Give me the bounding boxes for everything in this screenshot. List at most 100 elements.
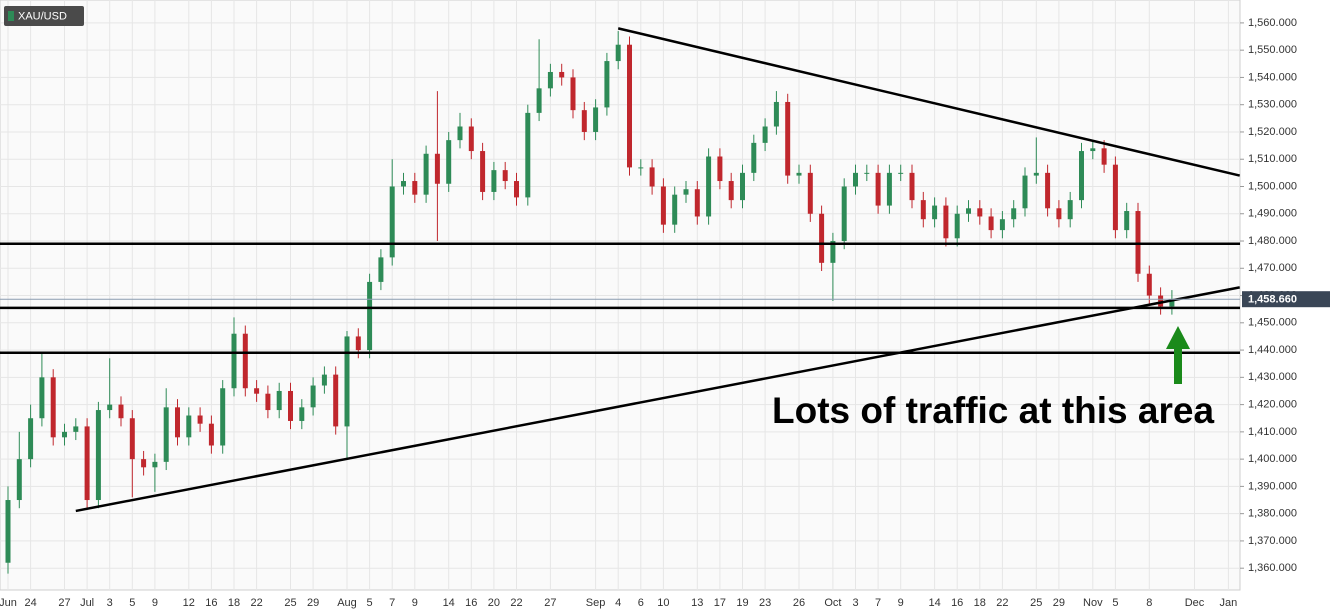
candle-body (288, 390, 293, 421)
x-tick-label: 25 (1030, 597, 1042, 609)
candle-body (1135, 211, 1141, 274)
candle-body (333, 374, 339, 427)
x-tick-label: 7 (875, 597, 881, 609)
x-tick-label: 8 (1146, 597, 1152, 609)
candle-body (796, 172, 802, 176)
x-tick-label: 18 (228, 597, 240, 609)
candle-body (943, 205, 949, 239)
candle-body (570, 77, 576, 111)
trendline (617, 27, 1240, 177)
candle-body (694, 189, 700, 217)
candle-body (740, 172, 745, 201)
candle-body (457, 126, 463, 141)
candle-body (1124, 211, 1130, 231)
annotation: Lots of traffic at this area (772, 390, 1214, 431)
candle-body (254, 388, 260, 394)
y-tick-label: 1,500.000 (1248, 180, 1297, 192)
candle-body (728, 181, 734, 201)
candle-body (1112, 164, 1118, 231)
x-tick-label: 20 (488, 597, 500, 609)
candle-body (276, 390, 282, 411)
symbol-badge (4, 6, 84, 26)
candle-body (95, 410, 101, 501)
candle-body (559, 71, 565, 78)
candle-body (107, 404, 113, 411)
symbol: XAU/USD (18, 10, 67, 22)
x-tick-label: 29 (307, 597, 319, 609)
y-tick-label: 1,420.000 (1248, 399, 1297, 411)
candle-body (604, 61, 610, 108)
candle-body (932, 205, 938, 220)
candle-body (1158, 295, 1164, 307)
y-tick-label: 1,410.000 (1248, 426, 1297, 438)
x-tick-label: 22 (510, 597, 522, 609)
x-tick-label: 16 (205, 597, 217, 609)
candle-body (1146, 273, 1152, 296)
x-tick-label: 13 (691, 597, 703, 609)
y-tick-label: 1,550.000 (1248, 44, 1297, 56)
y-tick-label: 1,530.000 (1248, 99, 1297, 111)
candle-body (39, 377, 45, 419)
x-tick-label: Jan (1220, 597, 1238, 609)
candle-body (468, 126, 474, 152)
candle-body (773, 101, 779, 127)
candle-body (954, 213, 960, 239)
y-tick-label: 1,400.000 (1248, 453, 1297, 465)
candle-body (977, 208, 983, 217)
candle-body (988, 216, 994, 231)
x-tick-label: 27 (58, 597, 70, 609)
candle-body (367, 281, 373, 351)
x-tick-label: 14 (928, 597, 940, 609)
x-tick-label: 19 (736, 597, 748, 609)
y-tick-label: 1,520.000 (1248, 126, 1297, 138)
x-tick-label: 12 (183, 597, 195, 609)
candle-body (672, 194, 678, 225)
candle-body (231, 333, 237, 389)
x-tick-label: 9 (152, 597, 158, 609)
x-tick-label: Sep (586, 597, 606, 609)
candle-body (627, 44, 632, 168)
x-tick-label: Oct (824, 597, 841, 609)
x-tick-label: 7 (389, 597, 395, 609)
x-tick-label: 26 (793, 597, 805, 609)
candle-body (73, 426, 79, 432)
x-tick-label: 9 (412, 597, 418, 609)
candle-body (593, 107, 599, 132)
y-tick-label: 1,490.000 (1248, 208, 1297, 220)
candle-body (660, 186, 666, 225)
x-tick-label: Nov (1083, 597, 1103, 609)
y-tick-label: 1,560.000 (1248, 17, 1297, 29)
candle-body (1067, 200, 1073, 220)
candle-body (819, 213, 825, 263)
candle-body (514, 181, 519, 198)
x-tick-label: 23 (759, 597, 771, 609)
y-tick-label: 1,380.000 (1248, 508, 1297, 520)
candle-body (649, 167, 655, 187)
candle-body (118, 404, 124, 419)
candle-body (16, 459, 22, 501)
x-tick-label: Jul (80, 597, 94, 609)
candle-body (208, 423, 214, 446)
y-tick-label: 1,430.000 (1248, 371, 1297, 383)
candle-body (785, 101, 791, 176)
y-tick-label: 1,510.000 (1248, 153, 1297, 165)
last-price-box (1242, 291, 1330, 308)
candle-body (186, 415, 192, 438)
candle-body (525, 112, 531, 198)
candle-body (197, 415, 203, 424)
x-tick-label: 22 (996, 597, 1008, 609)
x-tick-label: 10 (657, 597, 669, 609)
candle-body (909, 172, 915, 201)
y-tick-label: 1,480.000 (1248, 235, 1297, 247)
y-tick-label: 1,540.000 (1248, 71, 1297, 83)
candle-body (615, 44, 621, 62)
candle-body (841, 186, 847, 242)
candle-body (50, 377, 56, 438)
candle-body (321, 374, 327, 386)
x-tick-label: 17 (714, 597, 726, 609)
candle-body (141, 459, 147, 468)
y-tick-label: 1,450.000 (1248, 317, 1297, 329)
x-tick-label: 27 (544, 597, 556, 609)
candle-body (875, 172, 881, 206)
